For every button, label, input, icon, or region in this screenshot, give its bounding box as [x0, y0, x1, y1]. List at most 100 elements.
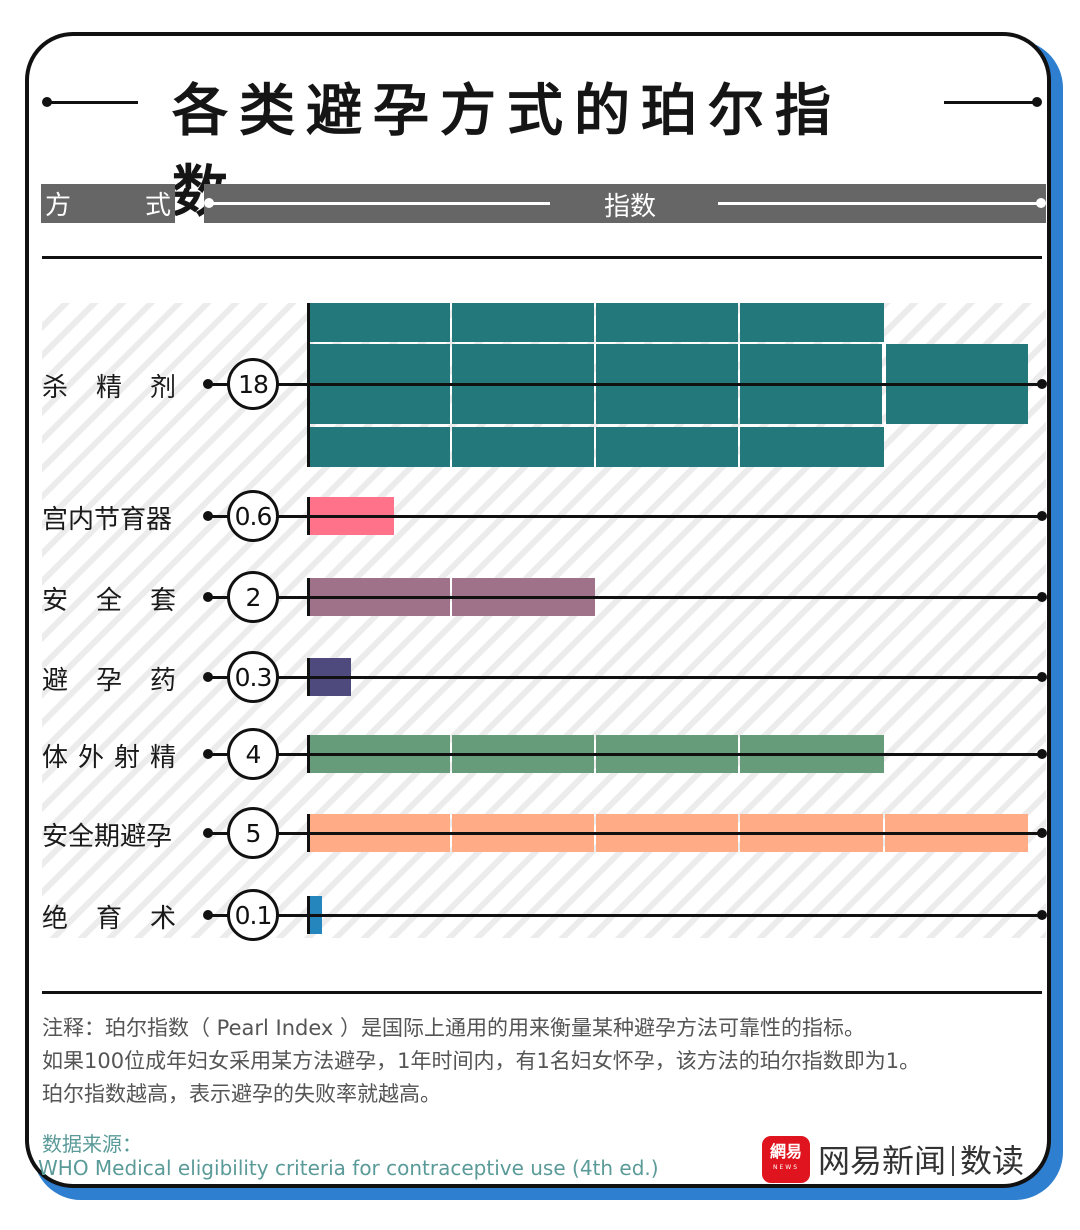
row-label-char: 精: [149, 743, 176, 773]
header-right-line: [718, 202, 1042, 205]
value-badge: 0.1: [227, 889, 279, 941]
row-axis-line: [208, 515, 1042, 518]
row-left-dot: [203, 672, 213, 682]
row-label: 安全期避孕: [42, 816, 176, 853]
bar-segment: [596, 427, 738, 467]
row-label-char: 术: [149, 904, 176, 934]
row-left-dot: [203, 828, 213, 838]
bar-segment: [596, 344, 738, 383]
column-header-index-label: 指数: [604, 192, 657, 222]
row-label-char: 育: [95, 904, 122, 934]
bar-segment: [308, 344, 450, 383]
row-right-dot: [1037, 749, 1047, 759]
row-label-char: 孕: [95, 666, 122, 696]
row-axis-line: [208, 914, 1042, 917]
row-right-dot: [1037, 511, 1047, 521]
bar-segment: [740, 427, 884, 467]
footnote-line: 注释：珀尔指数（ Pearl Index ）是国际上通用的用来衡量某种避孕方法可…: [42, 1016, 866, 1040]
header-left-line: [208, 202, 550, 205]
row-axis-line: [208, 596, 1042, 599]
row-right-dot: [1037, 592, 1047, 602]
bottom-divider: [42, 991, 1042, 994]
bar-segment: [308, 427, 450, 467]
column-header-method-char: 方: [45, 191, 72, 221]
brand-name: 网易新闻 数读: [818, 1136, 1024, 1182]
footnote-line: 珀尔指数越高，表示避孕的失败率就越高。: [42, 1082, 441, 1106]
chart-row-spermicide: 杀 精 剂 18: [0, 303, 1080, 467]
row-right-dot: [1037, 910, 1047, 920]
brand-section: 数读: [960, 1142, 1025, 1180]
row-label-char: 安: [42, 586, 69, 616]
bar-segment: [596, 303, 738, 342]
row-label: 安 全 套: [42, 580, 176, 617]
row-left-dot: [203, 749, 213, 759]
bar-segment: [740, 303, 884, 342]
bar-segment: [308, 303, 450, 342]
footnote-line: 如果100位成年妇女采用某方法避孕，1年时间内，有1名妇女怀孕，该方法的珀尔指数…: [42, 1049, 921, 1073]
row-label-char: 绝: [42, 904, 69, 934]
title-row: 各类避孕方式的珀尔指数: [42, 62, 1042, 225]
bar-segment: [452, 344, 594, 383]
brand-title: 网易新闻: [818, 1142, 947, 1180]
title-right-dot: [1032, 97, 1042, 107]
row-label: 避 孕 药: [42, 660, 176, 697]
row-label-char: 外: [77, 743, 104, 773]
chart-row-rhythm-method: 安全期避孕 5: [0, 807, 1080, 859]
row-label: 杀 精 剂: [42, 367, 176, 404]
source-text: WHO Medical eligibility criteria for con…: [38, 1156, 659, 1180]
bar-segment: [308, 385, 450, 424]
source-label: 数据来源：: [42, 1132, 142, 1156]
column-header-method-char: 式: [144, 191, 171, 221]
chart-row-iud: 宫内节育器 0.6: [0, 490, 1080, 542]
row-label-char: 套: [149, 586, 176, 616]
top-divider: [42, 256, 1042, 259]
row-label-char: 精: [95, 373, 122, 403]
column-header-method: 方 式: [41, 184, 175, 223]
row-axis-line: [208, 383, 1042, 386]
bar-segment: [452, 303, 594, 342]
row-label: 绝 育 术: [42, 898, 176, 935]
column-header-index: 指数: [204, 184, 1046, 223]
row-label-char: 避: [42, 666, 69, 696]
logo-text: 網易: [769, 1141, 802, 1161]
row-label-char: 宫内节育器: [42, 505, 173, 535]
row-label: 体 外 射 精: [42, 737, 176, 774]
chart-row-pill: 避 孕 药 0.3: [0, 651, 1080, 703]
chart-row-sterilization: 绝 育 术 0.1: [0, 889, 1080, 941]
row-label-char: 射: [113, 743, 140, 773]
value-badge: 4: [227, 728, 279, 780]
footnote: 注释：珀尔指数（ Pearl Index ）是国际上通用的用来衡量某种避孕方法可…: [42, 1012, 1042, 1111]
row-axis-line: [208, 753, 1042, 756]
value-badge: 0.3: [227, 651, 279, 703]
row-label: 宫内节育器: [42, 499, 176, 536]
row-label-char: 剂: [149, 373, 176, 403]
row-left-dot: [203, 592, 213, 602]
row-left-dot: [203, 910, 213, 920]
row-left-dot: [203, 379, 213, 389]
chart-row-withdrawal: 体 外 射 精 4: [0, 728, 1080, 780]
value-badge: 18: [227, 358, 279, 410]
bar-segment: [596, 385, 738, 424]
brand-separator: [952, 1146, 955, 1176]
header-right-dot: [1036, 198, 1046, 208]
row-right-dot: [1037, 828, 1047, 838]
row-axis-line: [208, 676, 1042, 679]
value-badge: 2: [227, 571, 279, 623]
row-label-char: 全: [95, 586, 122, 616]
bar-segment: [452, 385, 594, 424]
title-left-line: [46, 101, 138, 104]
row-label-char: 安全期避孕: [42, 822, 173, 852]
chart-row-condom: 安 全 套 2: [0, 571, 1080, 623]
bar-segment: [886, 385, 1028, 424]
row-label-char: 杀: [42, 373, 69, 403]
bar-segment: [740, 344, 882, 383]
title-right-line: [944, 101, 1040, 104]
row-left-dot: [203, 511, 213, 521]
value-badge: 0.6: [227, 490, 279, 542]
row-right-dot: [1037, 672, 1047, 682]
row-label-char: 体: [42, 743, 69, 773]
logo-subtext: NEWS: [772, 1163, 800, 1171]
row-right-dot: [1037, 379, 1047, 389]
bar-segment: [452, 427, 594, 467]
row-axis-line: [208, 832, 1042, 835]
